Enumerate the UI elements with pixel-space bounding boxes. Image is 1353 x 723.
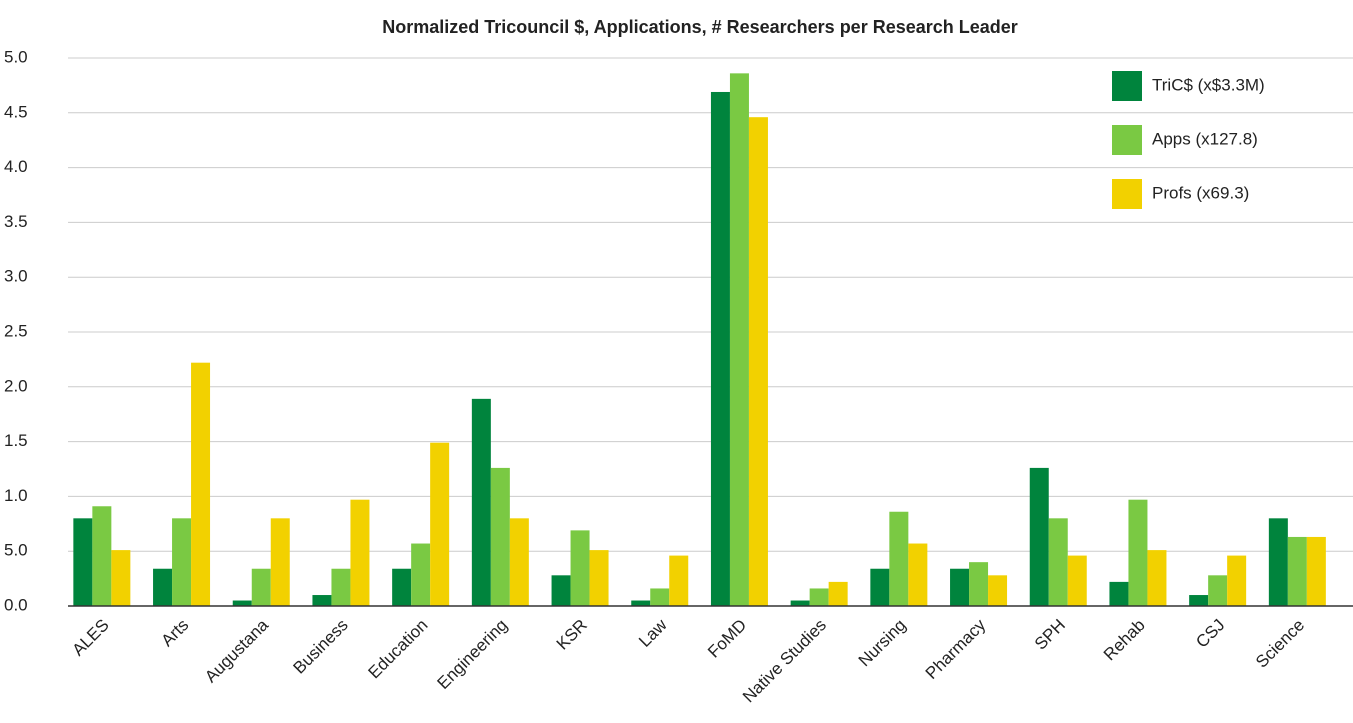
bar [1029,467,1049,606]
x-tick-label: Pharmacy [922,615,990,683]
x-tick-label: CSJ [1192,615,1228,651]
bar [950,568,970,606]
bar [471,398,491,606]
x-tick-label: Native Studies [739,615,830,706]
bar [589,550,609,606]
bar [430,442,450,606]
x-tick-label: ALES [68,615,112,659]
bar [809,588,829,606]
bar [870,568,890,606]
x-tick-label: SPH [1031,615,1069,653]
legend-label: Profs (x69.3) [1152,183,1249,202]
bar [551,575,571,606]
x-tick-label: Science [1252,615,1308,671]
bar [411,543,431,606]
legend-swatch [1112,71,1142,101]
bar [1048,518,1068,606]
bar [1268,518,1288,606]
x-tick-label: Engineering [434,615,512,693]
legend-swatch [1112,125,1142,155]
x-tick-label: Education [365,615,432,682]
bar [490,467,510,606]
bar [669,555,689,606]
bar [392,568,412,606]
bar [111,550,131,606]
bar [650,588,670,606]
y-tick-label: 2.0 [4,376,28,395]
chart-title: Normalized Tricouncil $, Applications, #… [382,17,1018,37]
y-tick-label: 5.0 [4,541,28,560]
legend-label: TriC$ (x$3.3M) [1152,75,1265,94]
legend-swatch [1112,179,1142,209]
bar [509,518,529,606]
bar [1306,536,1326,606]
bar [1189,595,1209,606]
x-tick-label: KSR [553,615,591,653]
x-tick-label: Augustana [201,615,272,686]
bar [1109,581,1129,606]
bar [1227,555,1247,606]
bar [350,499,370,606]
bar [1147,550,1167,606]
bar [172,518,192,606]
bar [1128,499,1148,606]
y-tick-label: 1.5 [4,431,28,450]
bar [570,530,590,606]
x-tick-label: Rehab [1100,615,1149,664]
y-tick-label: 4.5 [4,102,28,121]
bar [73,518,93,606]
bar [828,581,848,606]
bar [312,595,332,606]
bar [191,362,211,606]
y-tick-label: 4.0 [4,157,28,176]
bar [729,73,749,607]
bar [153,568,173,606]
bar [1287,536,1307,606]
x-tick-label: Business [290,615,352,677]
bar [1067,555,1087,606]
x-tick-label: Arts [158,615,193,650]
bar [790,600,810,606]
bar [908,543,928,606]
x-tick-label: Law [635,615,671,651]
bar [969,562,989,606]
bar [889,511,909,606]
bar [232,600,252,606]
y-tick-label: 5.0 [4,47,28,66]
bar [748,117,768,607]
bar [988,575,1008,606]
legend-label: Apps (x127.8) [1152,129,1258,148]
bar [92,506,112,606]
bar [270,518,290,606]
y-tick-label: 3.5 [4,212,28,231]
bar [1208,575,1228,606]
y-tick-label: 3.0 [4,267,28,286]
y-tick-label: 0.0 [4,595,28,614]
x-tick-label: FoMD [704,615,750,661]
bar [331,568,351,606]
bar [251,568,271,606]
bar [631,600,651,606]
y-tick-label: 1.0 [4,486,28,505]
x-tick-label: Nursing [855,615,910,670]
bar [710,91,730,606]
y-tick-label: 2.5 [4,321,28,340]
